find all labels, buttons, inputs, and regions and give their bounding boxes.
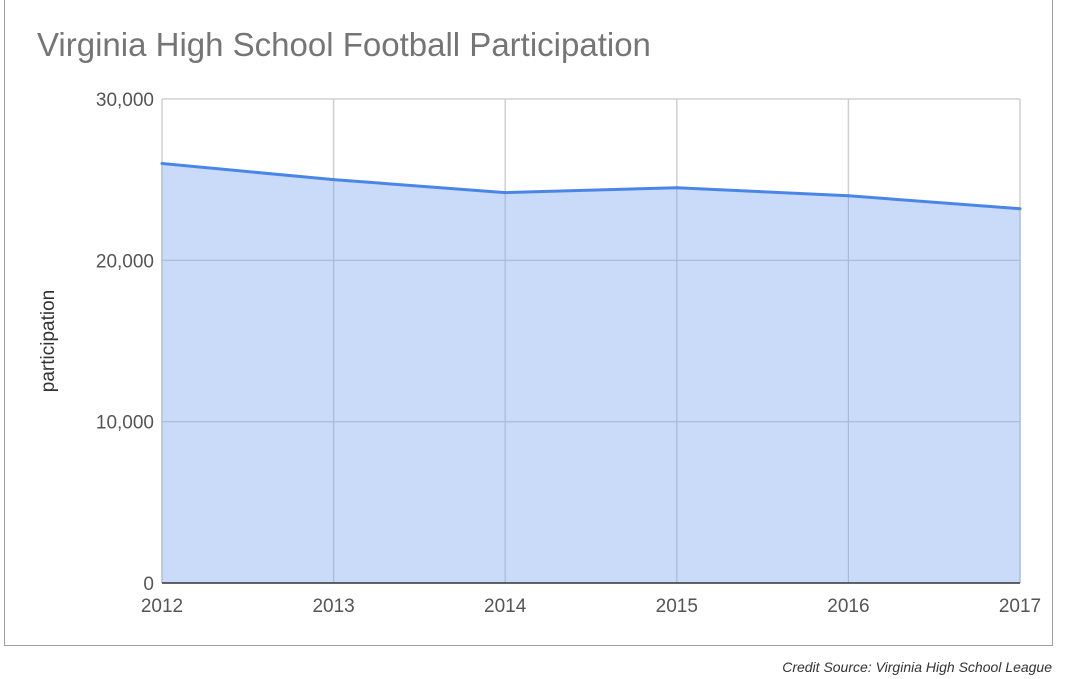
y-axis-title: participation	[38, 290, 59, 392]
data-point	[160, 162, 164, 166]
data-point	[332, 178, 336, 182]
series-line	[161, 162, 1021, 211]
x-tick-label: 2017	[999, 596, 1041, 617]
chart-title: Virginia High School Football Participat…	[37, 26, 651, 63]
area-fill	[162, 163, 1020, 584]
x-tick-label: 2015	[656, 596, 698, 617]
y-tick-label: 20,000	[96, 251, 154, 272]
data-point	[1018, 207, 1022, 211]
x-tick-label: 2014	[484, 596, 527, 617]
data-point	[675, 186, 679, 190]
x-tick-label: 2016	[827, 596, 869, 617]
label-layer: 0 10,000 20,000 30,000 2012 2013 2014 2015 2016 2…	[38, 90, 1041, 617]
y-tick-label: 30,000	[96, 90, 154, 111]
x-tick-label: 2012	[141, 596, 183, 617]
area-layer	[160, 162, 1022, 584]
x-tick-label: 2013	[312, 596, 354, 617]
data-point	[846, 194, 850, 198]
y-tick-label: 10,000	[96, 413, 154, 434]
y-tick-label: 0	[143, 574, 154, 595]
credit-source: Credit Source: Virginia High School Leag…	[782, 659, 1052, 675]
data-point	[503, 191, 507, 195]
